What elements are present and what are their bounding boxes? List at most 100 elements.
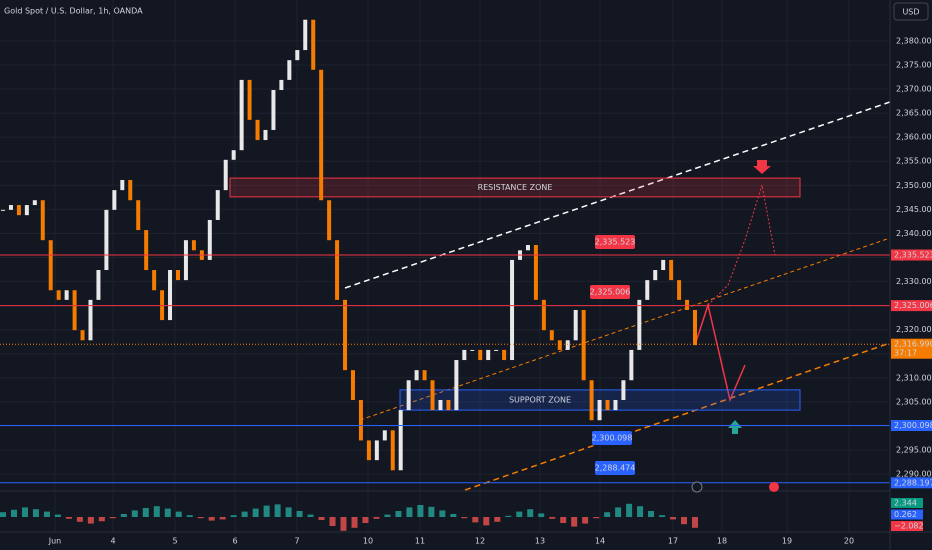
price-axis-label: 2,288.197	[894, 478, 932, 487]
histogram-bar	[54, 514, 61, 517]
histogram-bar	[461, 517, 468, 519]
candle	[64, 290, 69, 300]
candle	[661, 259, 666, 271]
indicator-label-bg	[891, 521, 923, 531]
histogram-bar	[219, 517, 226, 520]
histogram-bar	[120, 514, 127, 517]
candle	[287, 60, 292, 80]
candle	[398, 410, 403, 471]
candle	[366, 440, 371, 461]
histogram-bar	[593, 517, 600, 519]
candle	[605, 399, 610, 411]
currency-button[interactable]	[893, 2, 929, 21]
candle	[541, 299, 546, 331]
y-tick-label: 2,345.000	[896, 205, 932, 214]
histogram-bar	[395, 511, 402, 517]
indicator-label-bg	[891, 498, 923, 508]
histogram-bar	[494, 517, 501, 522]
y-tick-label: 2,350.000	[896, 181, 932, 190]
histogram-bar	[384, 514, 391, 517]
candle	[96, 270, 101, 300]
callout-bg	[595, 461, 635, 475]
histogram-bar	[516, 511, 523, 517]
y-tick-label: 2,295.000	[896, 446, 932, 455]
candle	[144, 230, 149, 271]
candle	[152, 270, 157, 291]
candle	[56, 290, 61, 300]
candle	[502, 349, 507, 361]
y-tick-label: 2,380.000	[896, 36, 932, 45]
price-axis-label-bg	[891, 300, 932, 312]
countdown-label: 37:17	[894, 349, 917, 358]
candle	[414, 370, 419, 381]
candle	[295, 50, 300, 61]
histogram-bar	[417, 505, 424, 517]
price-axis-label: 2,325.006	[894, 301, 932, 310]
candle	[239, 79, 244, 151]
candle	[247, 79, 252, 120]
candle	[72, 290, 77, 331]
chart-title: Gold Spot / U.S. Dollar, 1h, OANDA	[4, 7, 143, 16]
histogram-bar	[472, 517, 479, 523]
y-tick-label: 2,330.000	[896, 277, 932, 286]
histogram-bar	[21, 507, 28, 517]
histogram-bar	[318, 517, 325, 520]
histogram-bar	[373, 517, 380, 519]
candle	[128, 180, 133, 201]
histogram-bar	[252, 508, 259, 517]
candle	[573, 309, 578, 341]
histogram-bar	[208, 517, 215, 521]
candle	[88, 299, 93, 341]
indicator-label-bg	[891, 509, 923, 520]
x-tick-label: 12	[475, 537, 485, 546]
histogram-bar	[98, 517, 105, 522]
histogram-bar	[307, 514, 314, 517]
histogram-bar	[164, 508, 171, 517]
candle	[271, 90, 276, 130]
currency-button-label[interactable]: USD	[902, 8, 919, 17]
histogram-bar	[571, 517, 578, 527]
candle	[382, 430, 387, 441]
histogram-bar	[615, 507, 622, 517]
candle	[470, 349, 475, 351]
y-tick-label: 2,370.000	[896, 85, 932, 94]
candle	[693, 309, 697, 346]
histogram-bar	[439, 510, 446, 517]
y-tick-label: 2,375.000	[896, 60, 932, 69]
callout-label: 2,335.523	[595, 238, 636, 247]
zone	[229, 177, 801, 198]
candle	[16, 205, 21, 216]
y-tick-label: 2,360.000	[896, 133, 932, 142]
candle	[645, 280, 650, 300]
callout-bg	[595, 235, 635, 249]
candle	[438, 399, 443, 411]
histogram-bar	[340, 517, 347, 531]
histogram-bar	[560, 517, 567, 523]
candle	[207, 219, 212, 260]
projection-arrow	[694, 302, 746, 403]
histogram-bar	[175, 511, 182, 517]
trend-line	[344, 101, 891, 289]
histogram-bar	[197, 517, 204, 519]
event-icon[interactable]	[691, 481, 703, 493]
candle	[549, 330, 554, 341]
candle	[669, 259, 674, 281]
y-tick-label: 2,305.000	[896, 397, 932, 406]
histogram-bar	[450, 514, 457, 517]
histogram-bar	[153, 506, 160, 517]
histogram-bar	[659, 515, 666, 517]
histogram-bar	[65, 517, 72, 519]
candle	[406, 380, 411, 411]
candle	[168, 270, 173, 321]
up-arrow-icon	[728, 420, 742, 434]
histogram-bar	[483, 517, 490, 526]
x-tick-label: Jun	[48, 537, 62, 546]
histogram-bar	[186, 515, 193, 517]
y-tick-label: 2,365.000	[896, 109, 932, 118]
candle	[685, 299, 690, 310]
y-tick-label: 2,290.000	[896, 470, 932, 479]
candle	[525, 245, 530, 251]
event-icon[interactable]	[769, 482, 779, 492]
histogram-bar	[582, 517, 589, 524]
